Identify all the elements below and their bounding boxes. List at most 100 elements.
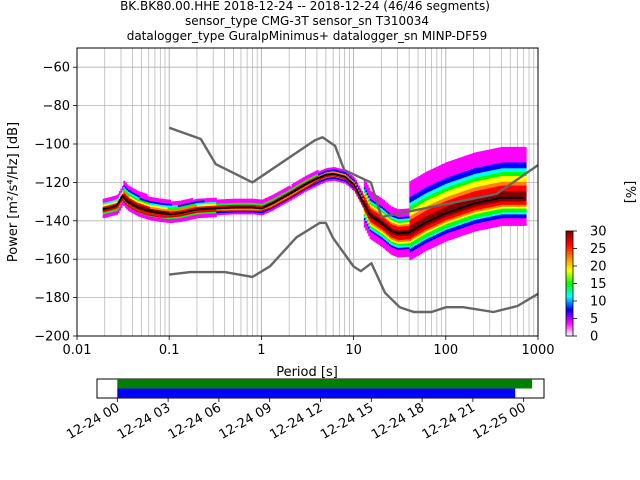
- heat-cell: [470, 178, 472, 181]
- heat-cell: [446, 229, 449, 232]
- heat-cell: [304, 177, 307, 181]
- heat-cell: [371, 205, 374, 208]
- heat-cell: [421, 247, 424, 250]
- heat-cell: [324, 178, 326, 181]
- heat-cell: [229, 212, 232, 215]
- heat-cell: [254, 200, 257, 204]
- heat-cell: [471, 153, 474, 156]
- heat-cell: [499, 199, 502, 202]
- heat-cell: [412, 200, 415, 203]
- heat-cell: [495, 221, 498, 224]
- heat-cell: [449, 191, 452, 194]
- heat-cell: [164, 203, 167, 206]
- heat-cell: [241, 198, 244, 201]
- heat-cell: [384, 243, 387, 246]
- heat-cell: [127, 206, 130, 209]
- heat-cell: [471, 166, 474, 169]
- heat-cell: [442, 223, 444, 226]
- heat-cell: [470, 209, 472, 212]
- heat-cell: [415, 200, 418, 203]
- heat-cell: [405, 249, 408, 252]
- heat-cell: [371, 222, 374, 225]
- heat-cell: [391, 222, 394, 225]
- heat-cell: [495, 200, 498, 203]
- heat-cell: [269, 207, 272, 210]
- heat-cell: [384, 222, 387, 225]
- heat-cell: [393, 207, 396, 210]
- heat-cell: [477, 173, 480, 176]
- heat-cell: [408, 250, 411, 253]
- heat-cell: [377, 232, 380, 235]
- heat-cell: [151, 203, 154, 206]
- heat-cell: [381, 202, 384, 205]
- heat-cell: [458, 179, 461, 182]
- heat-cell: [399, 245, 402, 248]
- heat-cell: [396, 216, 399, 219]
- heat-cell: [471, 228, 474, 231]
- heat-cell: [440, 168, 443, 171]
- heat-cell: [372, 223, 375, 226]
- heat-cell: [183, 209, 186, 212]
- heat-cell: [437, 196, 440, 199]
- heat-cell: [366, 202, 369, 205]
- heat-cell: [490, 212, 493, 215]
- heat-cell: [465, 161, 468, 164]
- heat-cell: [394, 248, 397, 251]
- heat-cell: [487, 165, 490, 168]
- heat-cell: [384, 237, 387, 241]
- heat-cell: [406, 235, 409, 238]
- heat-cell: [346, 173, 349, 176]
- heat-cell: [381, 212, 384, 215]
- heat-cell: [439, 200, 441, 203]
- heat-cell: [498, 170, 501, 173]
- heat-cell: [481, 214, 484, 217]
- heat-cell: [459, 220, 462, 223]
- heat-cell: [449, 186, 452, 189]
- heat-cell: [461, 174, 464, 177]
- heat-cell: [470, 201, 472, 205]
- heat-cell: [474, 227, 477, 230]
- heat-cell: [144, 197, 146, 200]
- title-line-3: datalogger_type GuralpMinimus+ datalogge…: [127, 29, 488, 43]
- heat-cell: [197, 210, 200, 213]
- heat-cell: [468, 213, 471, 217]
- heat-cell: [179, 200, 182, 203]
- heat-cell: [486, 176, 489, 180]
- heat-cell: [474, 213, 477, 217]
- heat-cell: [455, 187, 458, 190]
- heat-cell: [456, 164, 459, 167]
- heat-cell: [251, 202, 254, 205]
- heat-cell: [385, 210, 388, 213]
- heat-cell: [411, 232, 413, 235]
- heat-cell: [390, 244, 393, 247]
- heat-cell: [357, 187, 360, 190]
- heat-cell: [470, 211, 472, 214]
- heat-cell: [459, 190, 462, 193]
- heat-cell: [449, 180, 452, 183]
- heat-cell: [487, 218, 490, 221]
- heat-cell: [442, 194, 444, 197]
- heat-cell: [481, 223, 484, 227]
- heat-cell: [431, 203, 434, 206]
- heat-cell: [177, 204, 180, 207]
- heat-cell: [377, 197, 380, 200]
- heat-cell: [434, 232, 437, 235]
- heat-cell: [440, 220, 443, 223]
- heat-cell: [377, 224, 380, 227]
- heat-cell: [369, 190, 372, 193]
- heat-cell: [124, 205, 127, 208]
- heat-cell: [388, 205, 391, 208]
- heat-cell: [455, 231, 458, 235]
- heat-cell: [296, 181, 298, 184]
- heat-cell: [433, 183, 436, 186]
- heat-cell: [496, 153, 499, 156]
- heat-cell: [475, 204, 478, 207]
- heat-cell: [450, 191, 453, 194]
- heat-cell: [273, 199, 276, 202]
- heat-cell: [493, 190, 496, 193]
- heat-cell: [214, 211, 217, 214]
- heat-cell: [442, 187, 444, 190]
- heat-cell: [450, 166, 453, 169]
- heat-cell: [456, 194, 459, 198]
- heat-cell: [337, 171, 340, 175]
